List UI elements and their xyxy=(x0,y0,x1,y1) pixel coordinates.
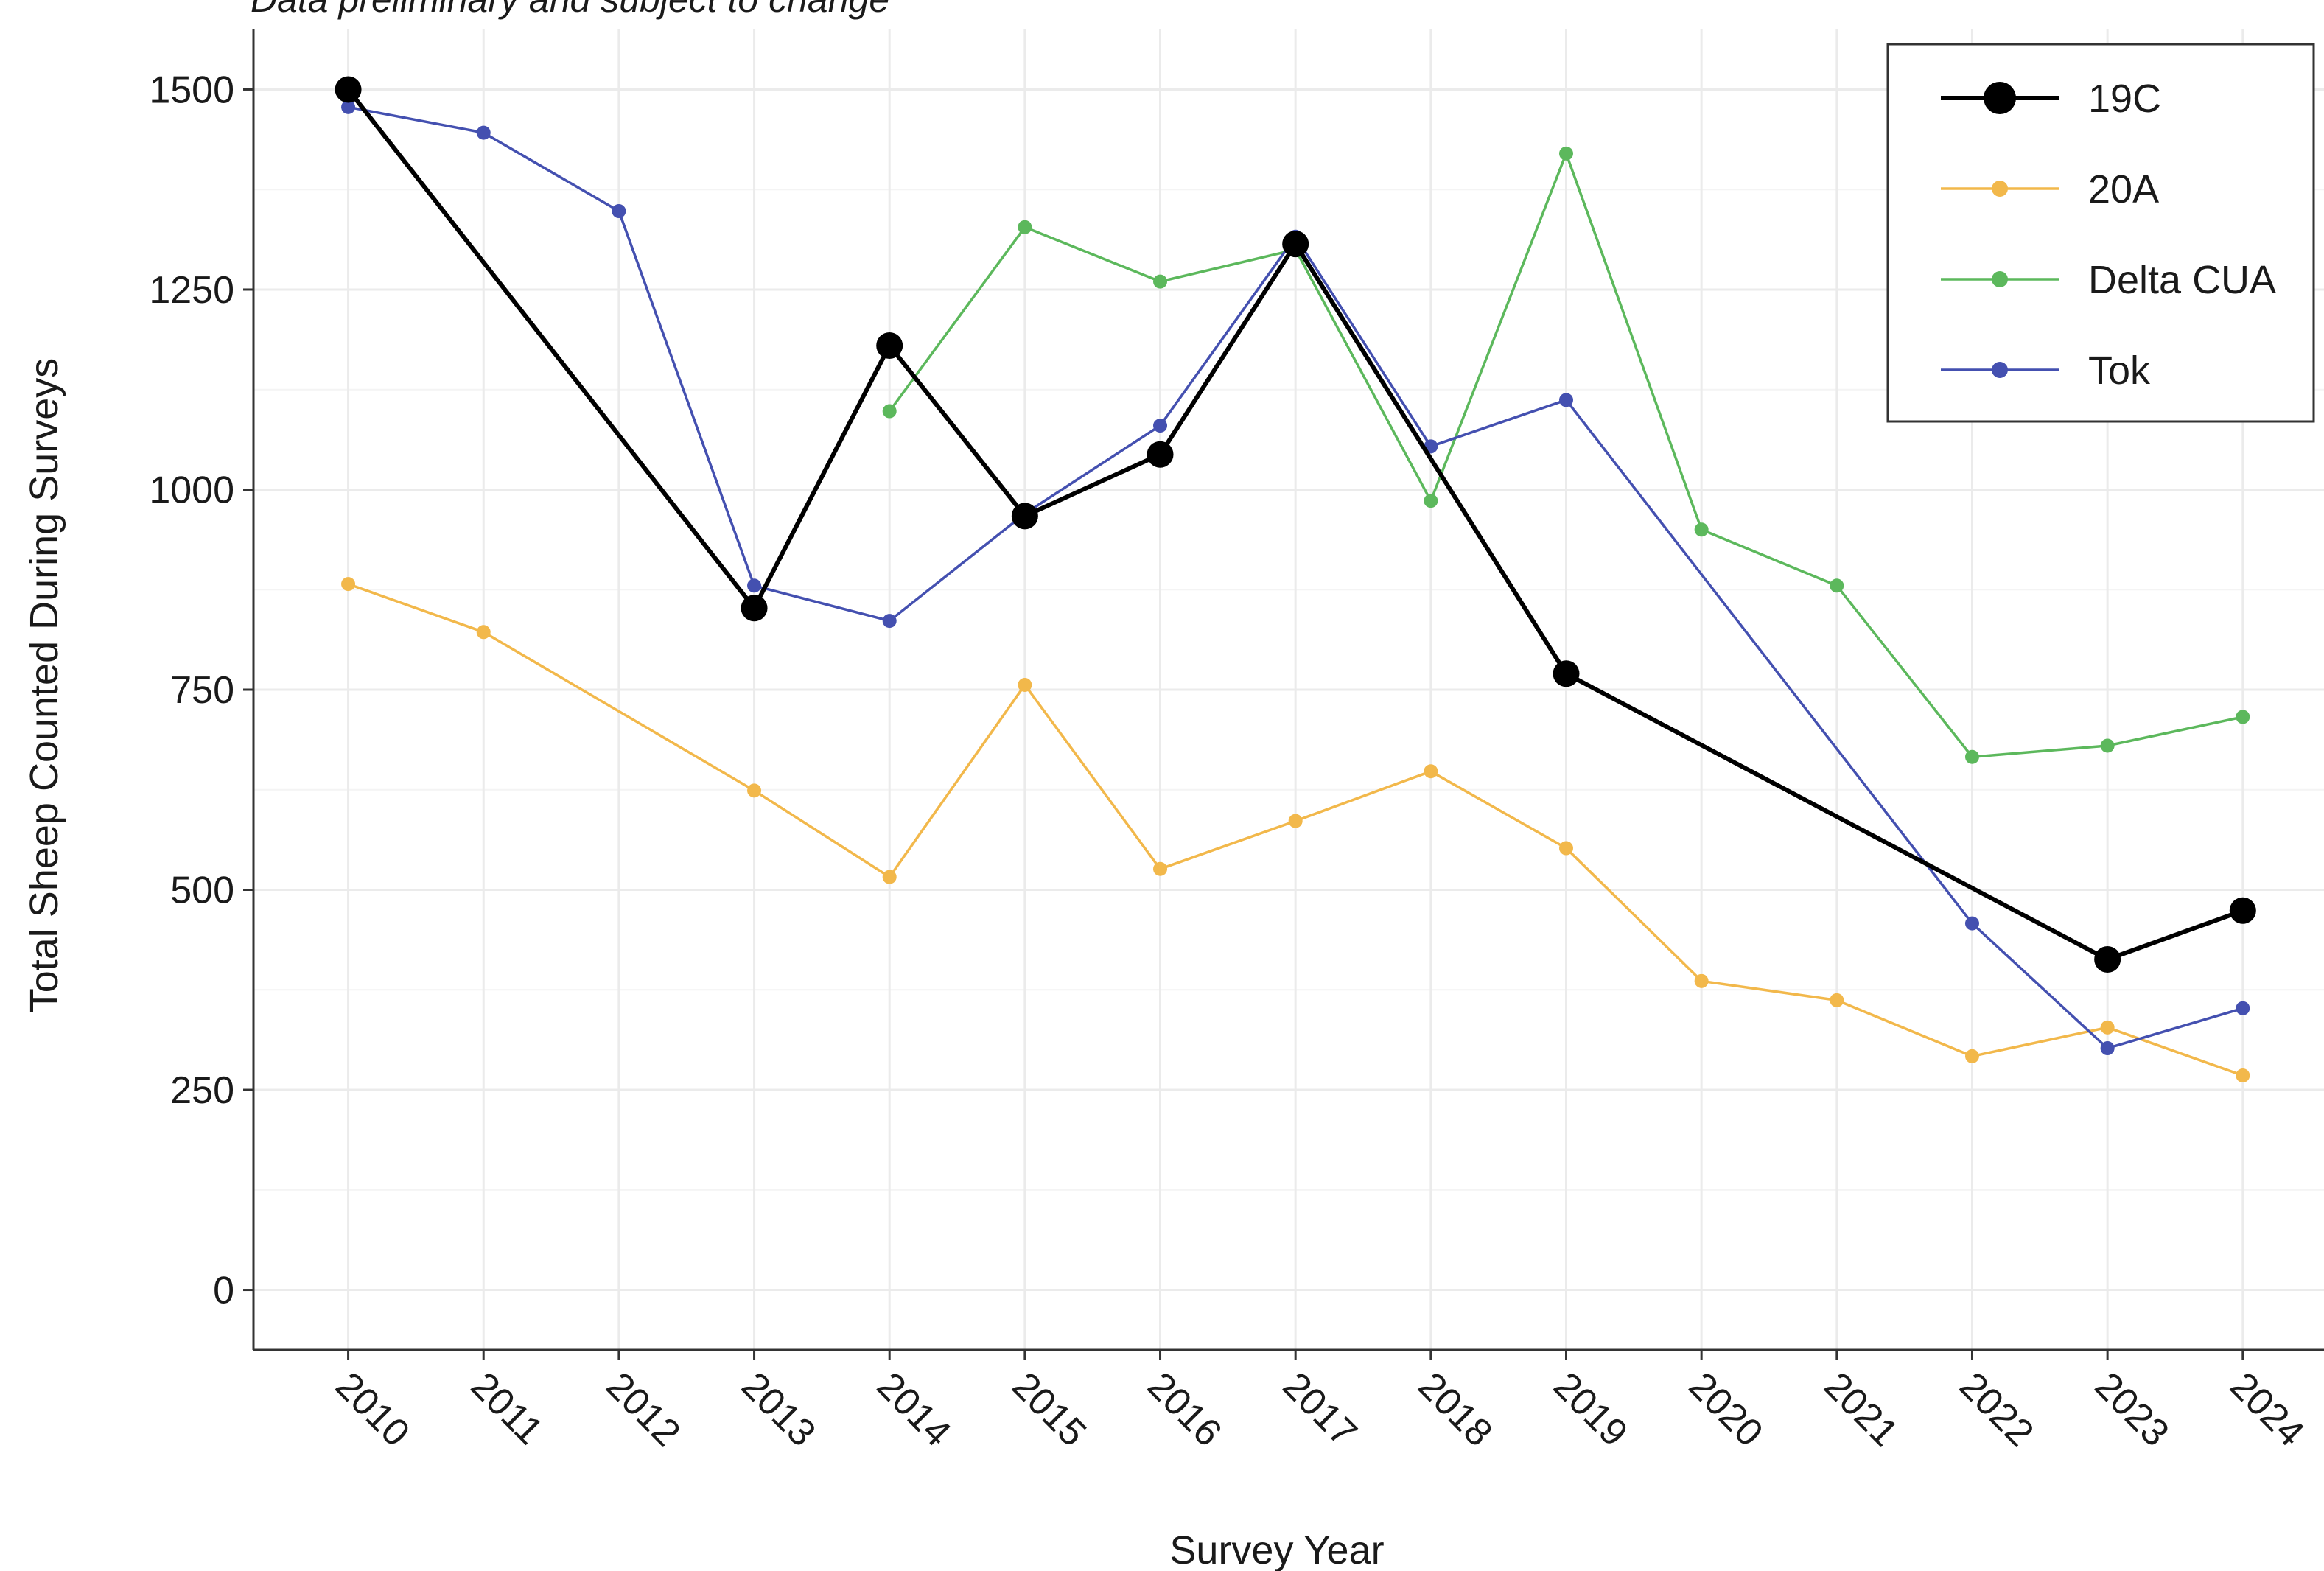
data-point xyxy=(2100,1041,2115,1056)
y-axis-title: Total Sheep Counted During Surveys xyxy=(22,358,66,1013)
data-point xyxy=(882,404,897,419)
legend-swatch-marker xyxy=(1992,362,2008,378)
data-point xyxy=(1553,660,1580,687)
data-point xyxy=(1018,677,1032,692)
data-point xyxy=(2100,1020,2115,1035)
legend-item: Tok xyxy=(1941,349,2151,393)
data-point xyxy=(741,595,768,622)
chart-subtitle: Data preliminary and subject to change xyxy=(251,0,889,20)
data-point xyxy=(2094,946,2121,973)
data-point xyxy=(612,204,626,219)
y-tick-label: 1500 xyxy=(149,69,234,111)
data-point xyxy=(1559,146,1574,161)
data-point xyxy=(1964,749,1979,764)
y-tick-label: 0 xyxy=(213,1270,234,1312)
data-point xyxy=(2236,710,2250,724)
data-point xyxy=(1424,764,1438,779)
y-tick-label: 1250 xyxy=(149,269,234,312)
legend-swatch-marker xyxy=(1992,271,2008,287)
legend-label: 20A xyxy=(2088,167,2159,211)
data-point xyxy=(1559,841,1574,856)
data-point xyxy=(1559,393,1574,407)
x-axis-title: Survey Year xyxy=(1169,1528,1384,1571)
data-point xyxy=(341,99,356,114)
data-point xyxy=(2229,897,2256,924)
data-point xyxy=(1011,503,1038,530)
data-point xyxy=(476,125,491,140)
y-tick-label: 750 xyxy=(170,669,234,712)
data-point xyxy=(476,625,491,640)
data-point xyxy=(1153,419,1168,433)
data-point xyxy=(1153,274,1168,289)
data-point xyxy=(1964,916,1979,931)
data-point xyxy=(341,577,356,592)
data-point xyxy=(882,614,897,629)
data-point xyxy=(876,332,903,359)
legend-swatch-marker xyxy=(1992,181,2008,197)
data-point xyxy=(1147,441,1174,468)
data-point xyxy=(1018,220,1032,234)
data-point xyxy=(1694,522,1709,537)
legend-item: 20A xyxy=(1941,167,2159,211)
data-point xyxy=(1282,231,1309,258)
data-point xyxy=(335,76,362,103)
data-point xyxy=(2100,738,2115,753)
y-tick-label: 1000 xyxy=(149,469,234,511)
data-point xyxy=(1830,993,1844,1007)
data-point xyxy=(1830,578,1844,593)
legend-box xyxy=(1886,43,2315,423)
series-20a xyxy=(341,577,2250,1082)
legend-label: 19C xyxy=(2088,77,2161,121)
y-tick-label: 500 xyxy=(170,870,234,912)
data-point xyxy=(1288,814,1303,828)
legend-item: 19C xyxy=(1941,77,2161,121)
data-point xyxy=(2236,1001,2250,1015)
series-line xyxy=(348,582,2244,1077)
y-tick-label: 250 xyxy=(170,1069,234,1112)
legend-label: Delta CUA xyxy=(2088,258,2276,302)
y-axis-ticks: 0 250 500 750 1000 1250 1500 xyxy=(149,69,253,1312)
data-point xyxy=(1694,973,1709,988)
series-19c xyxy=(335,76,2256,973)
data-point xyxy=(747,578,762,593)
legend: 19C 20A Delta CUA Tok xyxy=(1886,43,2315,423)
data-point xyxy=(1964,1049,1979,1063)
data-point xyxy=(1424,494,1438,508)
data-point xyxy=(747,783,762,798)
data-point xyxy=(2236,1068,2250,1082)
legend-label: Tok xyxy=(2088,349,2151,393)
data-point xyxy=(1153,861,1168,876)
series-lines xyxy=(335,76,2256,1082)
legend-item: Delta CUA xyxy=(1941,258,2276,302)
legend-swatch-marker xyxy=(1984,82,2016,114)
data-point xyxy=(882,870,897,884)
